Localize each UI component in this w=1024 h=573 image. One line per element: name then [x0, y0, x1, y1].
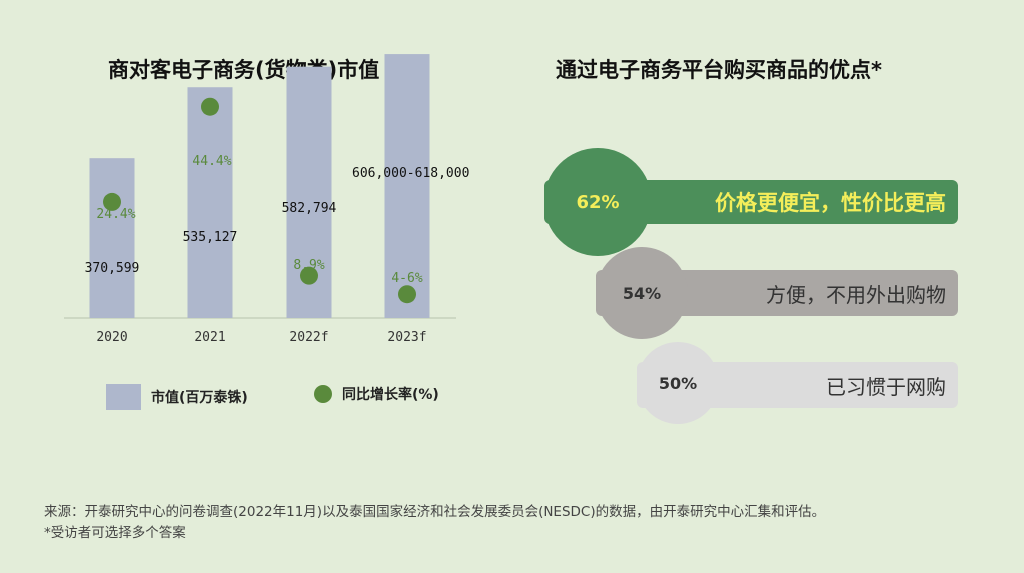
legend-bar-label: 市值(百万泰铢) [151, 390, 248, 406]
x-tick-label: 2023f [387, 330, 426, 345]
growth-value-label: 24.4% [96, 207, 135, 222]
growth-dot-2022f [300, 266, 318, 285]
legend-market-value: 市值(百万泰铢) [106, 384, 248, 410]
legend-dot-label: 同比增长率(%) [342, 387, 439, 403]
x-tick-label: 2021 [194, 330, 225, 345]
bar-2023f [384, 54, 430, 318]
bar-value-label: 582,794 [282, 201, 337, 216]
x-tick-label: 2020 [96, 330, 127, 345]
footnote: *受访者可选择多个答案 [44, 525, 186, 541]
advantage-bar: 已习惯于网购 [637, 362, 958, 408]
advantage-percent-circle: 50% [637, 342, 719, 424]
advantage-percent-circle: 54% [596, 247, 688, 339]
advantage-label: 已习惯于网购 [826, 374, 946, 399]
bar-value-label: 370,599 [85, 261, 140, 276]
legend-bar-swatch [106, 384, 141, 410]
advantage-percent: 54% [622, 283, 662, 303]
advantage-label: 价格更便宜，性价比更高 [715, 191, 946, 215]
growth-dot-2023f [398, 285, 416, 304]
bar-2021 [187, 87, 233, 319]
right-chart-title: 通过电子商务平台购买商品的优点* [556, 58, 882, 82]
growth-dot-2021 [201, 97, 219, 116]
growth-value-label: 44.4% [192, 154, 231, 169]
growth-value-label: 4-6% [391, 271, 422, 286]
advantage-percent-circle: 62% [544, 148, 652, 256]
growth-value-label: 8.9% [293, 258, 324, 273]
bar-value-label: 606,000-618,000 [352, 166, 469, 181]
advantage-percent: 50% [658, 373, 698, 393]
growth-dot-2020 [103, 192, 121, 211]
source-note: 来源：开泰研究中心的问卷调查(2022年11月)以及泰国国家经济和社会发展委员会… [44, 504, 826, 520]
x-tick-label: 2022f [289, 330, 328, 345]
left-chart-title: 商对客电子商务(货物类)市值 [108, 58, 380, 82]
bar-2020 [89, 158, 135, 318]
advantage-percent: 62% [576, 191, 620, 213]
legend-growth-rate: 同比增长率(%) [314, 384, 439, 404]
bar-value-label: 535,127 [183, 230, 238, 245]
advantage-label: 方便，不用外出购物 [766, 282, 946, 307]
legend-dot-swatch [314, 385, 332, 403]
